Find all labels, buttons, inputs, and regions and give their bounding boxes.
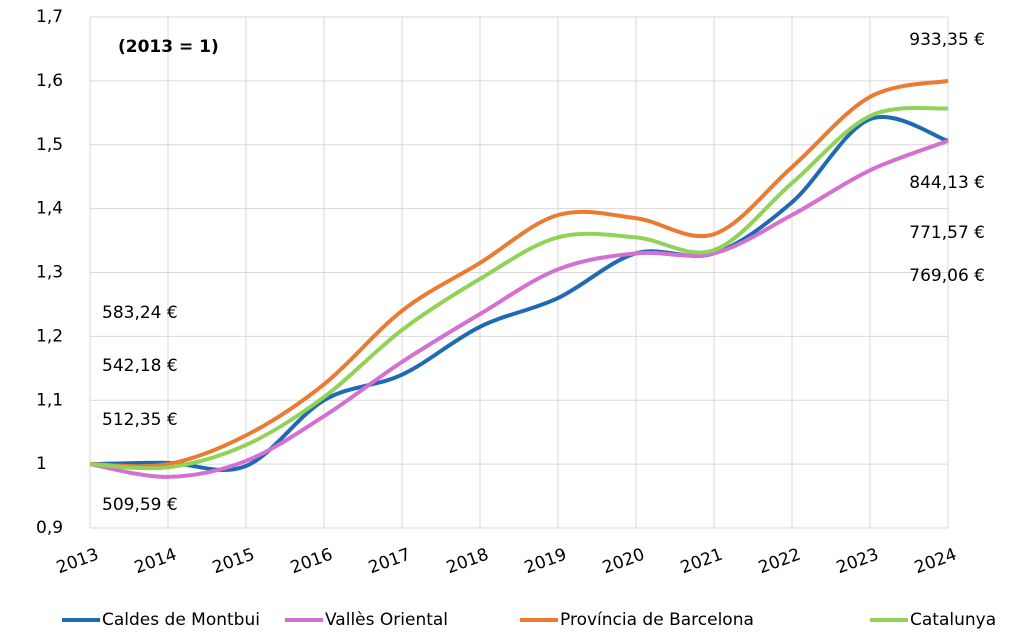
- x-tick-label: 2013: [54, 545, 101, 579]
- legend-label: Caldes de Montbui: [102, 610, 260, 630]
- y-tick-label: 1,6: [36, 71, 63, 91]
- y-tick-label: 1: [36, 454, 47, 474]
- annotation: 769,06 €: [909, 266, 985, 286]
- x-tick-label: 2014: [132, 545, 179, 579]
- y-tick-label: 1,5: [36, 135, 63, 155]
- annotation: 844,13 €: [909, 173, 985, 193]
- annotation: (2013 = 1): [118, 37, 219, 57]
- x-tick-label: 2015: [210, 545, 257, 579]
- legend-label: Vallès Oriental: [325, 610, 448, 630]
- legend-label: Província de Barcelona: [560, 610, 754, 630]
- x-tick-label: 2024: [912, 545, 959, 579]
- series-line: [89, 115, 949, 473]
- annotation: 933,35 €: [909, 30, 985, 50]
- x-tick-label: 2021: [678, 545, 725, 579]
- y-tick-label: 1,3: [36, 263, 63, 283]
- annotation: 583,24 €: [102, 303, 178, 323]
- annotation: 771,57 €: [909, 223, 985, 243]
- x-tick-label: 2022: [756, 545, 803, 579]
- series-line: [89, 139, 949, 479]
- series-line: [89, 78, 949, 469]
- x-tick-label: 2020: [600, 545, 647, 579]
- x-tick-label: 2019: [522, 545, 569, 579]
- legend-label: Catalunya: [910, 610, 996, 630]
- annotation: 509,59 €: [102, 495, 178, 515]
- annotation: 512,35 €: [102, 410, 178, 430]
- annotation: 542,18 €: [102, 356, 178, 376]
- y-tick-label: 1,2: [36, 326, 63, 346]
- x-tick-label: 2016: [288, 545, 335, 579]
- y-tick-label: 0,9: [36, 518, 63, 538]
- series-line: [89, 105, 949, 471]
- y-tick-label: 1,1: [36, 390, 63, 410]
- y-tick-label: 1,7: [36, 7, 63, 27]
- x-tick-label: 2017: [366, 545, 413, 579]
- x-tick-label: 2023: [834, 545, 881, 579]
- x-tick-label: 2018: [444, 545, 491, 579]
- y-tick-label: 1,4: [36, 199, 63, 219]
